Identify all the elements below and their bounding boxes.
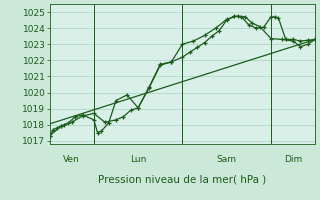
- Text: Ven: Ven: [63, 155, 80, 164]
- Text: Sam: Sam: [217, 155, 237, 164]
- Text: Lun: Lun: [130, 155, 146, 164]
- Text: Dim: Dim: [284, 155, 302, 164]
- Text: Pression niveau de la mer( hPa ): Pression niveau de la mer( hPa ): [98, 175, 267, 185]
